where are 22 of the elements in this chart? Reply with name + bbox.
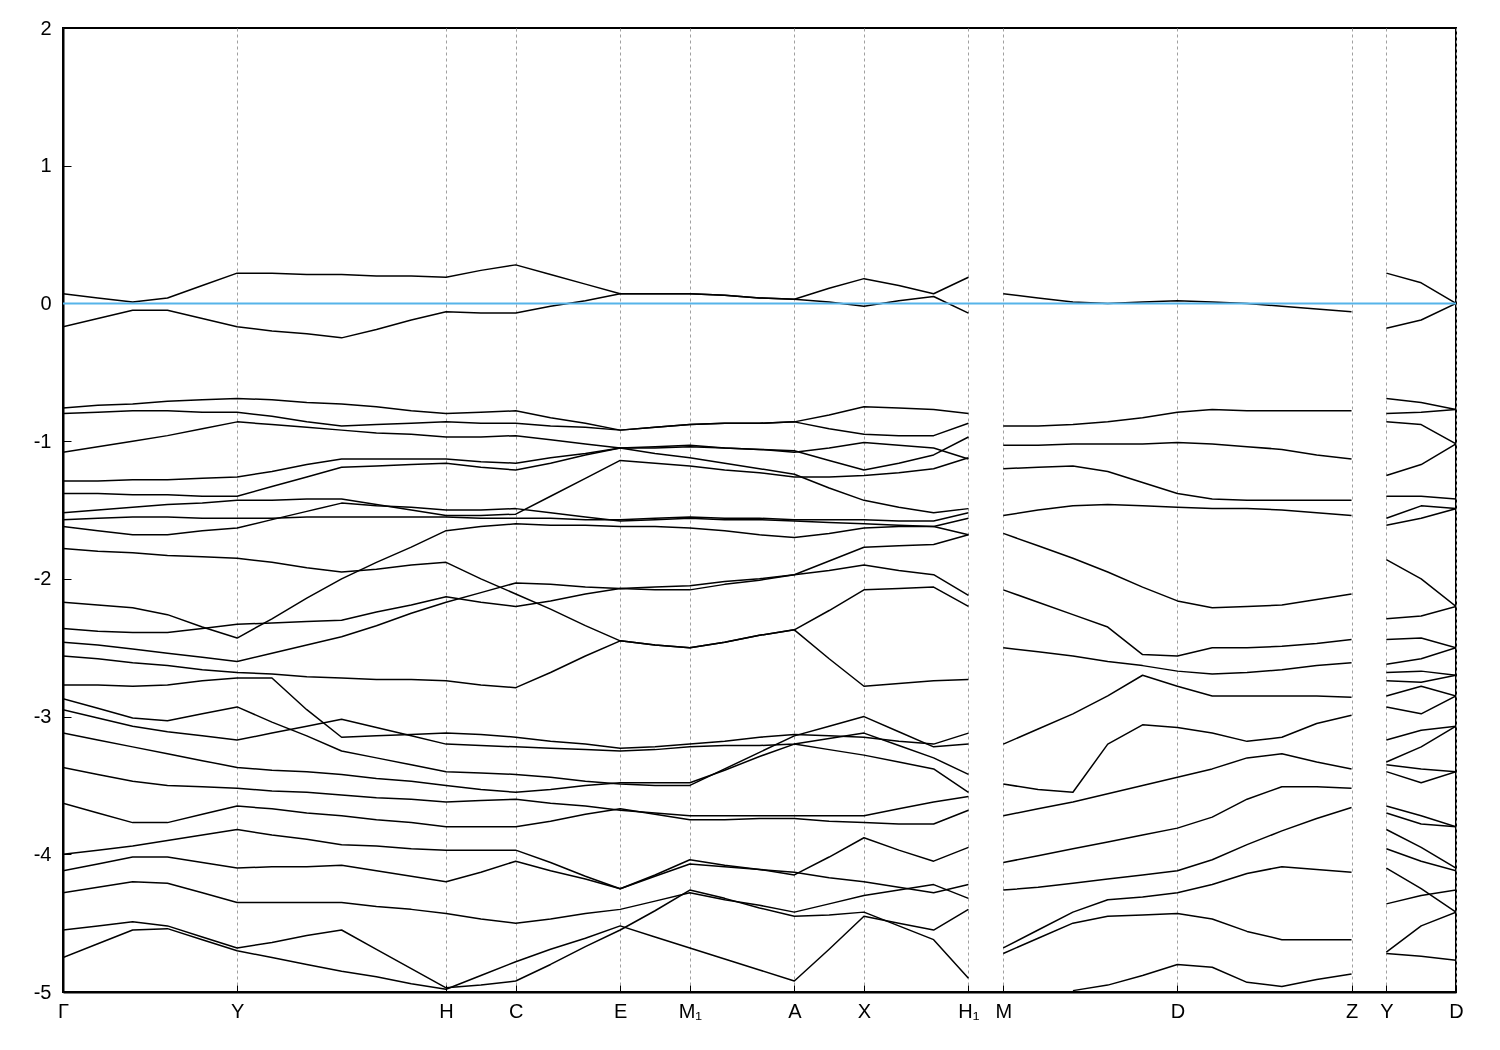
x-tick-label: Y [1380,999,1394,1022]
x-tick-label: M [995,999,1013,1022]
x-tick-label: C [509,999,524,1022]
x-tick-label: Y [230,999,245,1022]
x-tick-label: Γ [57,999,70,1022]
y-tick-label: 0 [40,291,52,314]
x-tick-label: X [857,999,872,1022]
x-tick-label: M₁ [678,999,703,1022]
x-tick-label: D [1449,999,1464,1022]
y-tick-label: -4 [33,842,52,865]
y-tick-label: -5 [33,980,52,1003]
x-tick-label: Z [1345,999,1359,1022]
x-tick-label: H [439,999,454,1022]
x-tick-label: D [1170,999,1186,1022]
x-tick-label: H₁ [958,999,980,1022]
x-tick-label: A [788,999,803,1022]
y-tick-label: -2 [33,567,52,590]
x-tick-label: E [614,999,628,1022]
y-tick-label: 2 [40,16,52,39]
y-tick-label: 1 [40,154,52,177]
y-tick-label: -3 [33,705,52,728]
y-tick-label: -1 [33,429,52,452]
